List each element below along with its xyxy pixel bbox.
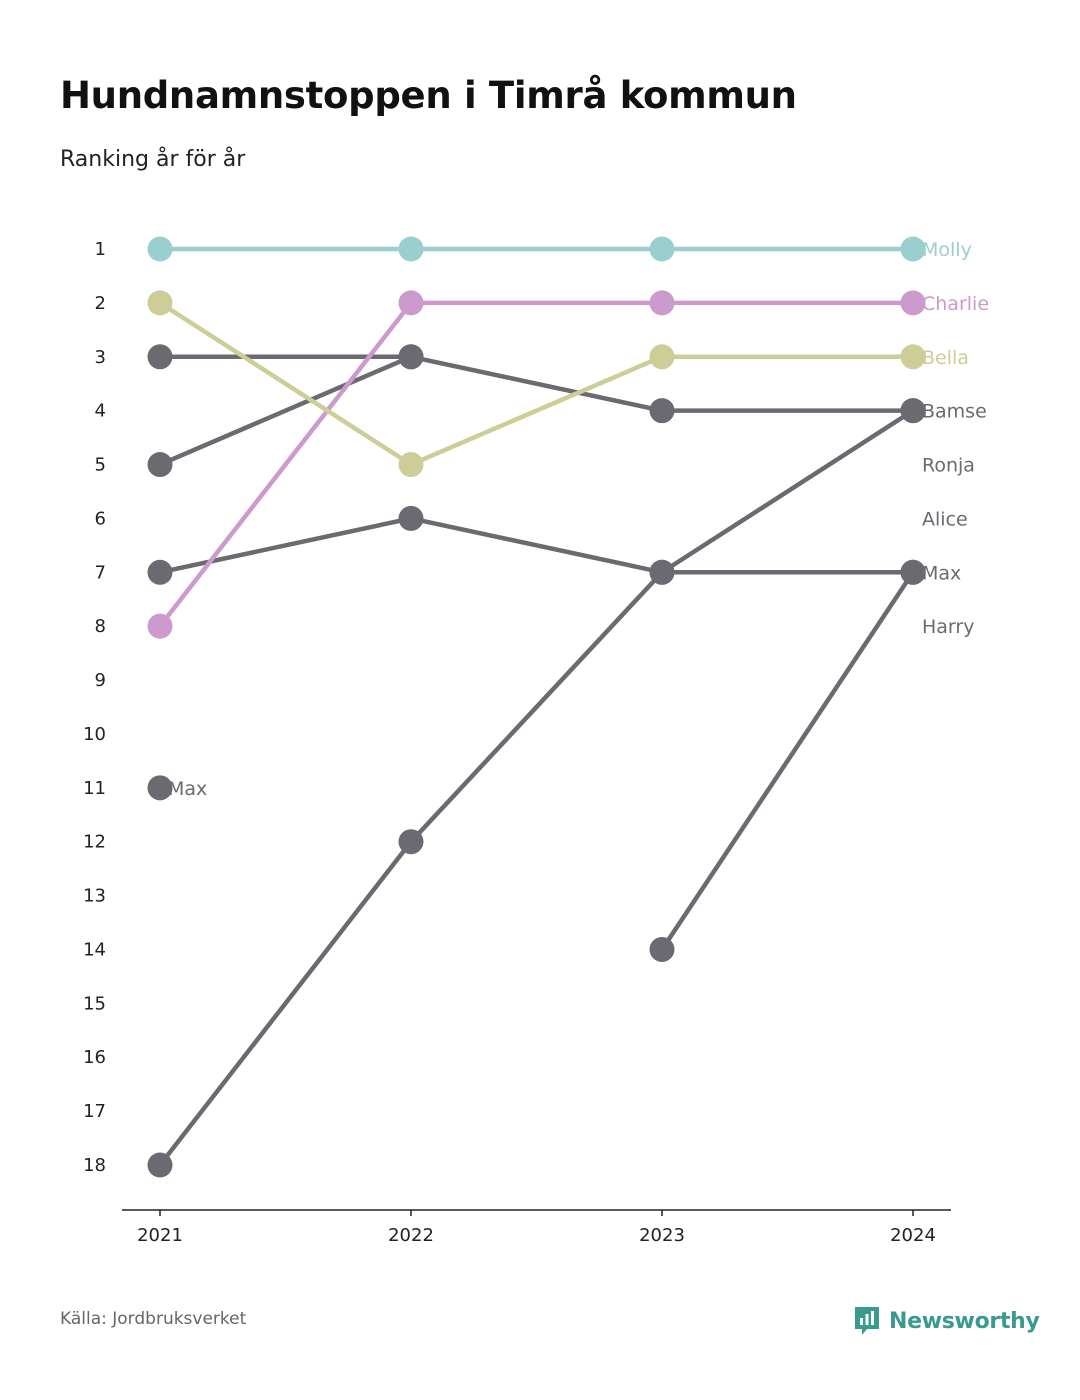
series-point [649, 398, 675, 424]
series-line-segment [157, 300, 414, 629]
y-tick-label: 2 [95, 293, 106, 314]
series-line-segment [408, 570, 665, 844]
series-point [147, 236, 173, 262]
newsworthy-logo-icon [855, 1307, 879, 1335]
series-point [900, 559, 926, 585]
series-end-label: Alice [922, 508, 968, 530]
series-point [147, 1152, 173, 1178]
source-note: Källa: Jordbruksverket [60, 1309, 247, 1329]
series-point [900, 344, 926, 370]
series-line-segment [408, 354, 665, 467]
series-points [147, 236, 926, 1178]
series-point [398, 505, 424, 531]
series-point [147, 559, 173, 585]
series-point [649, 936, 675, 962]
series-line-segment [408, 516, 665, 575]
x-axis: 2021 2022 2023 2024 [122, 1209, 951, 1246]
x-tick-label: 2024 [890, 1225, 936, 1246]
series-point [147, 613, 173, 639]
series-point [398, 452, 424, 478]
y-tick-label: 7 [95, 562, 106, 583]
y-tick-label: 17 [83, 1101, 106, 1122]
series-lines [157, 246, 916, 1168]
series-line-segment [659, 408, 916, 575]
chart-subtitle: Ranking år för år [60, 147, 246, 172]
chart-title: Hundnamnstoppen i Timrå kommun [60, 74, 797, 117]
y-tick-label: 6 [95, 508, 106, 529]
series-point [900, 236, 926, 262]
y-tick-label: 8 [95, 616, 106, 637]
series-line-segment [659, 570, 916, 952]
x-tick-label: 2023 [639, 1225, 685, 1246]
series-line-segment [157, 354, 414, 467]
series-labels: Molly Charlie Bella Bamse Ronja Alice Max Harry… [168, 239, 989, 800]
y-tick-label: 1 [95, 239, 106, 260]
y-tick-label: 15 [83, 993, 106, 1014]
series-line-segment [157, 839, 414, 1168]
y-tick-label: 13 [83, 886, 106, 907]
series-end-label: Molly [922, 239, 972, 261]
series-point [147, 452, 173, 478]
series-end-label: Bella [922, 347, 969, 369]
series-point [649, 236, 675, 262]
series-point [398, 236, 424, 262]
series-point [900, 398, 926, 424]
series-end-label: Ronja [922, 455, 975, 477]
series-point [649, 344, 675, 370]
series-line-segment [157, 300, 414, 467]
y-tick-label: 9 [95, 670, 106, 691]
y-tick-label: 4 [95, 401, 106, 422]
series-end-label: Harry [922, 616, 974, 638]
series-point [649, 559, 675, 585]
series-line-segment [157, 516, 414, 575]
y-tick-label: 11 [83, 778, 106, 799]
newsworthy-logo: Newsworthy [853, 1305, 1040, 1337]
series-end-label: Bamse [922, 401, 987, 423]
series-end-label: Charlie [922, 293, 989, 315]
series-point [398, 829, 424, 855]
logo-text: Newsworthy [889, 1308, 1040, 1334]
y-tick-label: 10 [83, 724, 106, 745]
x-tick-label: 2021 [137, 1225, 183, 1246]
y-tick-label: 18 [83, 1155, 106, 1176]
series-end-label: Max [922, 562, 961, 584]
y-tick-label: 12 [83, 832, 106, 853]
series-line-segment [408, 354, 665, 413]
series-point [147, 775, 173, 801]
series-point [147, 290, 173, 316]
x-tick-label: 2022 [388, 1225, 434, 1246]
series-point [398, 344, 424, 370]
series-point [649, 290, 675, 316]
y-tick-label: 16 [83, 1047, 106, 1068]
series-start-label: Max [168, 778, 207, 800]
y-tick-label: 5 [95, 455, 106, 476]
series-point [398, 290, 424, 316]
series-point [900, 290, 926, 316]
series-point [147, 344, 173, 370]
y-tick-label: 14 [83, 939, 106, 960]
y-tick-label: 3 [95, 347, 106, 368]
